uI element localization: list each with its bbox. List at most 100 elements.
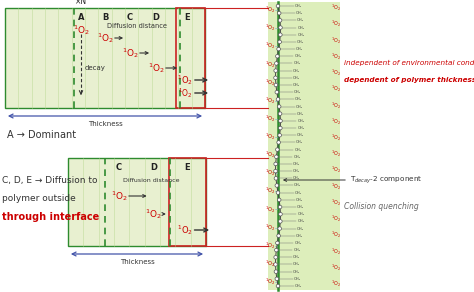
Circle shape (274, 270, 278, 273)
Circle shape (275, 148, 279, 151)
Text: $^1$O$_2$: $^1$O$_2$ (264, 23, 275, 33)
Circle shape (274, 83, 278, 87)
Text: C, D, E → Diffusion to: C, D, E → Diffusion to (2, 176, 98, 185)
Text: D: D (153, 13, 159, 22)
Text: CH₃: CH₃ (293, 176, 300, 180)
Text: CH₃: CH₃ (292, 162, 300, 166)
Circle shape (279, 119, 283, 123)
Circle shape (274, 176, 278, 180)
Text: CH₃: CH₃ (295, 284, 302, 288)
Text: $^1$O$_2$: $^1$O$_2$ (331, 133, 341, 143)
Circle shape (278, 133, 282, 137)
Circle shape (274, 62, 278, 65)
Text: Diffusion distance: Diffusion distance (123, 178, 180, 182)
Text: CH₃: CH₃ (293, 270, 300, 274)
Text: $^1$O$_2$: $^1$O$_2$ (264, 168, 275, 178)
Bar (5, 8, 205, 108)
Text: CH₃: CH₃ (297, 219, 304, 223)
Text: B: B (102, 13, 108, 22)
Circle shape (276, 191, 280, 194)
Text: CH₃: CH₃ (295, 4, 302, 8)
Circle shape (279, 212, 283, 216)
Text: CH₃: CH₃ (296, 105, 303, 109)
Text: CH₃: CH₃ (296, 234, 303, 238)
Text: CH₃: CH₃ (294, 90, 301, 94)
Text: CH₃: CH₃ (296, 47, 303, 51)
Circle shape (275, 54, 279, 58)
Text: $^1$O$_2$: $^1$O$_2$ (331, 230, 341, 240)
Text: CH₃: CH₃ (297, 18, 304, 22)
Text: $^1$O$_2$: $^1$O$_2$ (264, 259, 275, 269)
Text: $^1$O$_2$: $^1$O$_2$ (264, 59, 275, 69)
Circle shape (277, 11, 281, 15)
Text: $^1$O$_2$: $^1$O$_2$ (264, 186, 275, 197)
Text: Thickness: Thickness (88, 121, 122, 127)
Circle shape (277, 234, 281, 238)
Bar (68, 158, 206, 246)
Circle shape (279, 33, 282, 36)
Text: $^1$O$_2$: $^1$O$_2$ (331, 263, 341, 273)
Text: $^1$O$_2$: $^1$O$_2$ (331, 19, 341, 29)
Text: A → Dominant: A → Dominant (7, 130, 76, 140)
Text: $^1$O$_2$: $^1$O$_2$ (331, 246, 341, 257)
Text: $^1$O$_2$: $^1$O$_2$ (264, 77, 275, 88)
Text: through interface: through interface (2, 212, 99, 222)
Text: $^1$O$_2$: $^1$O$_2$ (331, 182, 341, 192)
Circle shape (273, 169, 277, 173)
Circle shape (277, 198, 281, 202)
Circle shape (278, 40, 282, 44)
Text: $^1$O$_2$: $^1$O$_2$ (264, 204, 275, 215)
Text: dependent of polymer thickness: dependent of polymer thickness (344, 77, 474, 83)
Text: decay: decay (85, 65, 106, 71)
Bar (268, 2, 340, 290)
Circle shape (278, 19, 282, 22)
Text: $^1$O$_2$: $^1$O$_2$ (264, 277, 275, 287)
Text: $^1$O$_2$: $^1$O$_2$ (331, 3, 341, 13)
Text: CH₃: CH₃ (296, 11, 303, 15)
Circle shape (276, 284, 280, 288)
Circle shape (275, 277, 279, 281)
Text: CH₃: CH₃ (292, 255, 300, 259)
Text: Thickness: Thickness (119, 259, 155, 265)
Text: CH₃: CH₃ (293, 155, 301, 159)
Text: $^1$O$_2$: $^1$O$_2$ (177, 223, 192, 237)
Text: CH₃: CH₃ (292, 76, 300, 80)
Circle shape (277, 105, 281, 108)
Text: Diffusion distance: Diffusion distance (107, 23, 167, 29)
Text: $^1$O$_2$: $^1$O$_2$ (264, 132, 275, 142)
Text: $^1$O$_2$: $^1$O$_2$ (264, 95, 275, 106)
Text: $^1$O$_2$: $^1$O$_2$ (110, 189, 128, 203)
Text: $^1$O$_2$: $^1$O$_2$ (264, 241, 275, 251)
Text: CH₃: CH₃ (295, 191, 302, 195)
Circle shape (273, 76, 277, 80)
Text: CH₃: CH₃ (294, 277, 301, 281)
Text: $^1$O$_2$: $^1$O$_2$ (264, 150, 275, 160)
Text: CH₃: CH₃ (297, 126, 304, 130)
Text: CH₃: CH₃ (293, 248, 301, 252)
Text: $^1$O$_2$: $^1$O$_2$ (145, 207, 162, 221)
Text: D: D (150, 163, 157, 172)
Text: CH₃: CH₃ (294, 241, 301, 245)
Text: CH₃: CH₃ (294, 54, 301, 58)
Text: $^1$O$_2$: $^1$O$_2$ (331, 149, 341, 159)
Text: CH₃: CH₃ (298, 25, 305, 29)
Text: CH₃: CH₃ (292, 169, 300, 173)
Bar (176, 8, 205, 108)
Text: $^1$O$_2$: $^1$O$_2$ (178, 86, 192, 100)
Text: $^1$O$_2$: $^1$O$_2$ (264, 5, 275, 15)
Text: CH₃: CH₃ (296, 198, 303, 202)
Text: CH₃: CH₃ (296, 140, 303, 145)
Circle shape (277, 141, 281, 144)
Text: $^1$O$_2$: $^1$O$_2$ (97, 31, 113, 45)
Text: $^1$O$_2$: $^1$O$_2$ (331, 117, 341, 127)
Text: CH₃: CH₃ (294, 183, 301, 187)
Text: CH₃: CH₃ (297, 133, 304, 137)
Text: C: C (127, 13, 133, 22)
Text: Collision quenching: Collision quenching (344, 202, 419, 211)
Text: CH₃: CH₃ (292, 69, 300, 73)
Circle shape (275, 90, 279, 94)
Circle shape (278, 227, 282, 230)
Circle shape (279, 26, 283, 29)
Circle shape (274, 162, 277, 166)
Text: $^1$O$_2$: $^1$O$_2$ (331, 165, 341, 175)
